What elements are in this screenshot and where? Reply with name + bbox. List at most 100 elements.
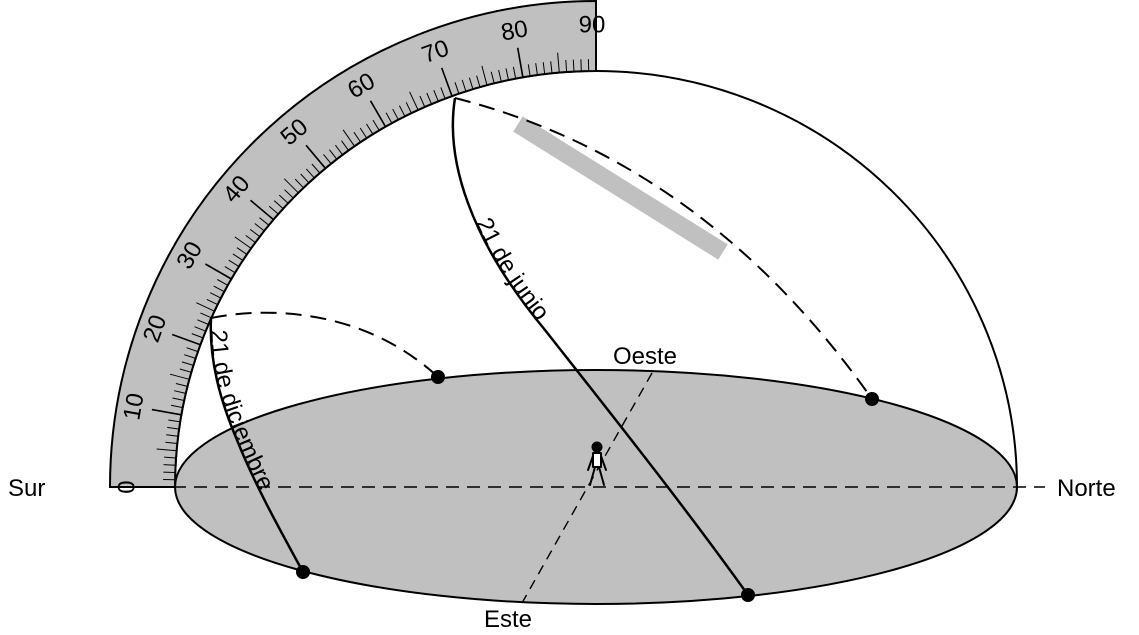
protractor-tick bbox=[196, 302, 215, 312]
protractor-tick bbox=[273, 200, 284, 209]
protractor-tick bbox=[228, 259, 240, 268]
protractor-tick bbox=[170, 404, 183, 409]
protractor-tick bbox=[440, 67, 453, 97]
december-sun-path-dashed bbox=[210, 311, 439, 378]
standing-person-icon bbox=[587, 441, 607, 486]
protractor-tick bbox=[236, 247, 248, 255]
protractor-tick bbox=[426, 92, 432, 105]
protractor-tick bbox=[392, 108, 399, 120]
protractor-tick bbox=[232, 253, 244, 261]
december-sunrise-marker bbox=[296, 565, 310, 579]
protractor-tick bbox=[245, 234, 256, 243]
protractor-tick bbox=[168, 419, 181, 423]
protractor-ticks bbox=[145, 41, 597, 488]
protractor-label-80: 80 bbox=[499, 15, 530, 46]
protractor-tick bbox=[535, 63, 538, 76]
protractor-tick bbox=[209, 292, 222, 299]
protractor-tick bbox=[550, 61, 553, 74]
protractor-tick bbox=[300, 173, 310, 184]
protractor-tick bbox=[283, 178, 299, 194]
protractor-tick bbox=[405, 102, 412, 114]
protractor-tick bbox=[512, 66, 517, 79]
protractor-tick bbox=[181, 361, 194, 366]
protractor-tick bbox=[454, 82, 460, 94]
protractor-tick bbox=[369, 100, 387, 128]
protractor-tick bbox=[542, 62, 546, 75]
east-label: Este bbox=[484, 606, 532, 633]
protractor-tick bbox=[254, 223, 265, 232]
protractor-tick bbox=[385, 112, 393, 124]
protractor-tick bbox=[341, 140, 349, 151]
protractor-tick bbox=[490, 71, 495, 84]
protractor-tick bbox=[173, 390, 186, 394]
protractor-tick bbox=[476, 75, 481, 88]
protractor-tick bbox=[166, 434, 179, 437]
protractor-tick bbox=[353, 131, 362, 143]
protractor-tick bbox=[557, 52, 560, 73]
protractor-tick bbox=[409, 91, 419, 111]
protractor-tick bbox=[440, 87, 446, 99]
protractor-tick bbox=[200, 312, 212, 319]
protractor-tick bbox=[171, 333, 201, 346]
protractor-tick bbox=[249, 228, 261, 238]
protractor-label-0: 0 bbox=[113, 480, 140, 493]
protractor-tick bbox=[311, 163, 321, 174]
june-sunrise-marker bbox=[741, 588, 755, 602]
protractor-tick bbox=[156, 448, 177, 452]
protractor-tick bbox=[259, 217, 270, 226]
protractor-tick bbox=[151, 408, 182, 416]
protractor-tick bbox=[468, 77, 474, 90]
protractor-tick bbox=[278, 194, 289, 204]
protractor-tick bbox=[197, 319, 209, 325]
protractor-tick bbox=[359, 127, 368, 139]
protractor-tick bbox=[167, 426, 180, 430]
protractor-tick bbox=[516, 47, 524, 78]
protractor-tick bbox=[323, 154, 332, 165]
protractor-tick bbox=[572, 59, 575, 72]
protractor-label-10: 10 bbox=[118, 391, 149, 422]
protractor-tick bbox=[527, 64, 531, 77]
protractor-tick bbox=[194, 326, 206, 332]
protractor-tick bbox=[164, 456, 177, 459]
protractor-tick bbox=[334, 144, 344, 156]
protractor-tick bbox=[498, 69, 502, 82]
protractor-tick bbox=[205, 263, 232, 280]
protractor-tick bbox=[305, 168, 315, 179]
june-path-label: 21 de junio bbox=[470, 214, 554, 326]
protractor-tick bbox=[294, 178, 304, 189]
protractor-tick bbox=[342, 129, 355, 147]
north-label: Norte bbox=[1057, 475, 1116, 502]
protractor-tick bbox=[184, 354, 196, 359]
protractor-tick bbox=[191, 333, 204, 339]
protractor-tick bbox=[419, 95, 426, 108]
june-sun-path-dashed bbox=[454, 97, 873, 400]
protractor-tick bbox=[268, 205, 279, 215]
protractor-tick bbox=[213, 285, 225, 293]
protractor-tick bbox=[565, 59, 568, 73]
protractor-tick bbox=[366, 123, 374, 135]
protractor-tick bbox=[461, 79, 467, 92]
protractor-tick bbox=[165, 441, 178, 444]
protractor-tick bbox=[284, 189, 294, 199]
protractor-tick bbox=[433, 90, 439, 102]
south-label: Sur bbox=[8, 475, 45, 502]
protractor-tick bbox=[163, 464, 176, 466]
protractor-tick bbox=[186, 347, 199, 353]
protractor-band bbox=[108, 0, 597, 488]
protractor-tick bbox=[169, 373, 190, 380]
protractor-tick bbox=[206, 298, 218, 306]
december-sunset-marker bbox=[431, 370, 445, 384]
protractor-tick bbox=[481, 65, 488, 86]
protractor-tick bbox=[329, 149, 338, 160]
protractor-tick bbox=[179, 368, 192, 373]
protractor-tick bbox=[175, 383, 188, 387]
protractor-tick bbox=[234, 236, 252, 249]
protractor-tick bbox=[372, 119, 380, 131]
june-path-highlight bbox=[513, 116, 728, 260]
protractor-tick bbox=[505, 68, 509, 81]
protractor-tick bbox=[224, 266, 236, 274]
west-label: Oeste bbox=[613, 343, 677, 370]
protractor-tick bbox=[398, 105, 406, 117]
protractor-tick bbox=[172, 397, 185, 401]
